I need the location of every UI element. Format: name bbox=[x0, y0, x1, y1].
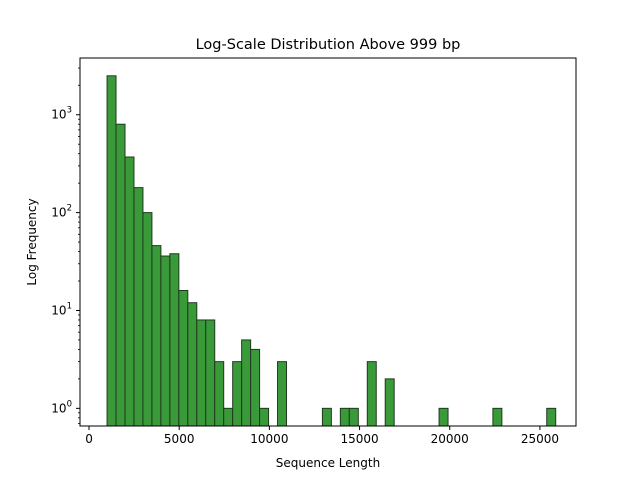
histogram-bar bbox=[106, 75, 117, 427]
histogram-bar bbox=[133, 187, 144, 427]
x-tick-label: 5000 bbox=[164, 432, 195, 446]
histogram-bar bbox=[160, 255, 171, 427]
histogram-bar bbox=[142, 212, 153, 427]
x-axis-ticks: 0 5000 10000 15000 20000 25000 bbox=[85, 426, 559, 446]
histogram-bar bbox=[232, 361, 243, 427]
histogram-bar bbox=[223, 407, 234, 427]
histogram-bar bbox=[366, 361, 377, 427]
histogram-bar bbox=[384, 378, 395, 427]
histogram-bar bbox=[124, 156, 135, 427]
y-tick-label: 100 bbox=[51, 399, 72, 415]
histogram-bar bbox=[178, 289, 189, 427]
histogram-bar bbox=[259, 407, 270, 427]
histogram-bar bbox=[438, 407, 449, 427]
x-tick-label: 10000 bbox=[250, 432, 288, 446]
histogram-bar bbox=[492, 407, 503, 427]
histogram-bar bbox=[546, 407, 557, 427]
histogram-bar bbox=[241, 339, 252, 427]
y-tick-label: 103 bbox=[51, 106, 72, 122]
x-tick-label: 25000 bbox=[521, 432, 559, 446]
histogram-bar bbox=[250, 348, 261, 427]
chart-title: Log-Scale Distribution Above 999 bp bbox=[196, 37, 461, 53]
plot-frame bbox=[79, 57, 577, 427]
y-axis-ticks: 100 101 102 103 bbox=[51, 67, 80, 424]
histogram-bar bbox=[196, 319, 207, 427]
histogram-bar bbox=[277, 361, 288, 427]
histogram-bar bbox=[169, 253, 180, 427]
histogram-bar bbox=[205, 319, 216, 427]
histogram-bar bbox=[151, 245, 162, 427]
y-tick-label: 101 bbox=[51, 301, 72, 317]
histogram-bar bbox=[214, 361, 225, 427]
x-axis-label: Sequence Length bbox=[276, 456, 380, 470]
x-tick-label: 20000 bbox=[431, 432, 469, 446]
histogram-bar bbox=[187, 302, 198, 427]
histogram-bar bbox=[348, 407, 359, 427]
histogram-bar bbox=[321, 407, 332, 427]
bars-group bbox=[106, 75, 557, 427]
y-tick-label: 102 bbox=[51, 204, 72, 220]
x-tick-label: 0 bbox=[85, 432, 93, 446]
histogram-bar bbox=[339, 407, 350, 427]
y-axis-label: Log Frequency bbox=[25, 198, 39, 285]
x-tick-label: 15000 bbox=[340, 432, 378, 446]
histogram-bar bbox=[115, 123, 126, 427]
